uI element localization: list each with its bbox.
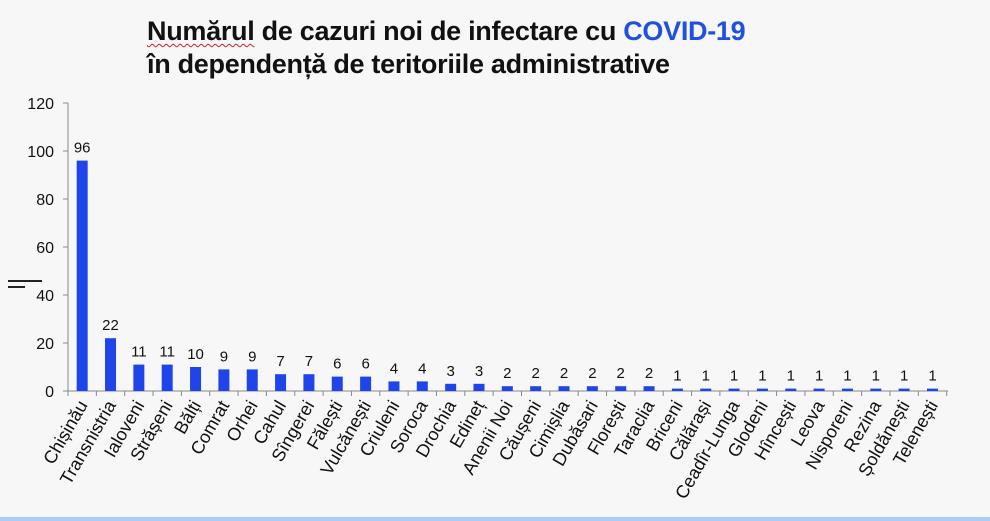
bar-Soroca [416,381,428,391]
data-label: 9 [248,348,256,365]
data-label: 1 [900,368,908,385]
bar-Criuleni [388,381,400,391]
data-label: 3 [475,363,483,380]
data-label: 7 [276,353,284,370]
y-tick-label: 120 [27,96,54,113]
y-tick-label: 100 [27,144,54,161]
title-text: de cazuri noi de infectare cu [254,16,624,46]
bar-Strășeni [161,364,173,391]
bar-Nisporeni [841,388,853,391]
data-label: 2 [532,365,540,382]
data-label: 7 [305,353,313,370]
bar-Călărași [700,388,712,391]
data-label: 2 [560,365,568,382]
bar-Dubăsari [586,386,598,391]
bar-Hîncești [785,388,797,391]
y-tick-label: 60 [36,240,54,257]
data-label: 3 [446,363,454,380]
bar-Vulcănești [360,376,372,391]
bar-Briceni [671,388,683,391]
bottom-border [0,517,990,521]
y-tick-label: 0 [45,384,54,401]
bar-Glodeni [756,388,768,391]
chart-title-line1: Numărul de cazuri noi de infectare cu CO… [147,16,746,47]
bar-Chișinău [76,160,88,391]
data-label: 6 [333,356,341,373]
data-label: 11 [131,344,147,361]
bar-Comrat [218,369,230,391]
bar-Transnistria [105,338,117,391]
y-tick-label: 20 [36,336,54,353]
title-highlight: COVID-19 [623,16,746,46]
data-label: 1 [730,368,738,385]
data-label: 11 [159,344,175,361]
bar-Căușeni [530,386,542,391]
bar-Sîngerei [303,374,315,391]
data-label: 1 [815,368,823,385]
data-label: 1 [758,368,766,385]
bar-Anenii Noi [501,386,513,391]
data-label: 96 [74,140,91,157]
data-label: 2 [617,365,625,382]
bar-Șoldănești [898,388,910,391]
bar-Cimișlia [558,386,570,391]
bar-Ialoveni [133,364,145,391]
chart-title-line2: în dependență de teritoriile administrat… [147,49,670,79]
bar-Ceadîr-Lunga [728,388,740,391]
y-tick-label: 80 [36,192,54,209]
bar-Florești [615,386,627,391]
bar-Cahul [275,374,287,391]
data-label: 1 [843,368,851,385]
bar-Telenești [926,388,938,391]
y-tick-label: 40 [36,288,54,305]
decorative-dash [8,280,42,282]
data-label: 22 [102,317,119,334]
bar-Rezina [870,388,882,391]
data-label: 1 [928,368,936,385]
data-label: 2 [588,365,596,382]
bar-Edineț [473,383,485,391]
data-label: 1 [673,368,681,385]
data-label: 1 [872,368,880,385]
bar-Leova [813,388,825,391]
data-label: 1 [702,368,710,385]
decorative-dash [8,286,25,288]
title-word: Numărul [147,16,255,46]
bar-Orhei [246,369,258,391]
data-label: 6 [361,356,369,373]
bar-Taraclia [643,386,655,391]
data-label: 9 [220,348,228,365]
bar-Drochia [445,383,457,391]
data-label: 10 [187,346,204,363]
bar-Bălți [190,367,202,391]
data-label: 4 [418,360,426,377]
bar-Fălești [331,376,343,391]
data-label: 2 [503,365,511,382]
data-label: 1 [787,368,795,385]
data-label: 4 [390,360,398,377]
data-label: 2 [645,365,653,382]
